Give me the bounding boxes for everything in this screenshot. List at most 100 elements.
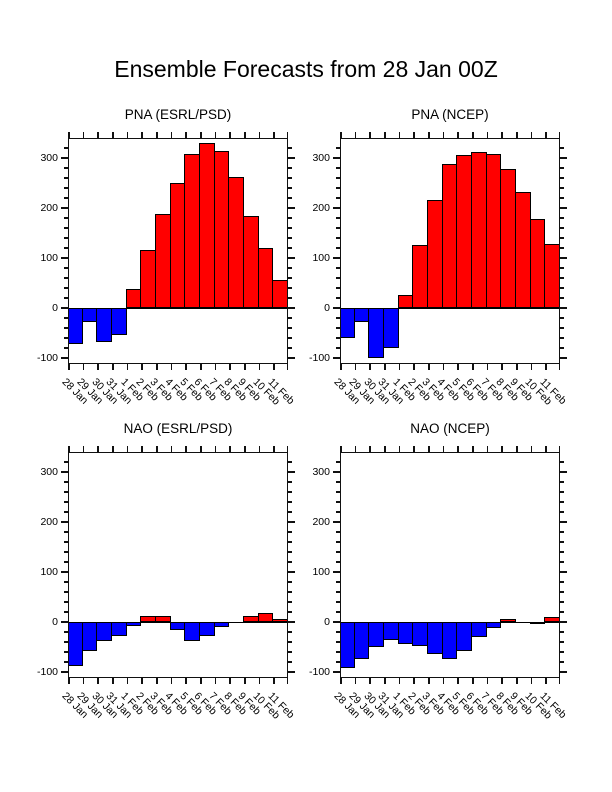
zero-line [68, 308, 288, 309]
x-tick [428, 132, 430, 138]
bar-positive [213, 151, 230, 308]
y-major-tick [288, 621, 295, 623]
x-tick [472, 678, 474, 684]
y-minor-tick [64, 277, 68, 279]
x-tick [244, 364, 246, 370]
y-major-tick [333, 571, 340, 573]
y-tick-label: 0 [52, 615, 58, 628]
x-tick [413, 364, 415, 370]
x-tick [457, 132, 459, 138]
x-tick [258, 364, 261, 370]
y-minor-tick [64, 661, 68, 663]
x-tick [413, 132, 415, 138]
x-tick [82, 678, 85, 684]
x-tick [170, 678, 173, 684]
x-tick [214, 446, 217, 452]
y-minor-tick [288, 601, 292, 603]
bar-positive [500, 168, 516, 308]
y-minor-tick [64, 461, 68, 463]
y-minor-tick [288, 611, 292, 613]
x-tick [200, 364, 202, 370]
y-minor-tick [64, 247, 68, 249]
x-tick [200, 446, 202, 452]
y-minor-tick [336, 177, 340, 179]
y-minor-tick [560, 177, 564, 179]
x-tick [486, 132, 489, 138]
x-tick [170, 132, 173, 138]
y-minor-tick [64, 147, 68, 149]
y-tick-label: 100 [312, 251, 330, 264]
x-tick [384, 678, 386, 684]
x-tick [340, 678, 342, 684]
x-tick [558, 132, 560, 138]
y-minor-tick [560, 561, 564, 563]
x-tick [156, 446, 158, 452]
x-tick [340, 132, 342, 138]
y-minor-tick [336, 167, 340, 169]
y-minor-tick [336, 511, 340, 513]
x-tick [558, 446, 560, 452]
y-minor-tick [64, 481, 68, 483]
y-minor-tick [288, 147, 292, 149]
x-tick [428, 364, 430, 370]
y-major-tick [560, 521, 567, 523]
y-major-tick [61, 257, 68, 259]
y-minor-tick [336, 581, 340, 583]
y-minor-tick [336, 591, 340, 593]
subplot-nao-esrl-psd: -100 0 100 200 300 28 Jan 29 Jan 30 Jan 31 Jan 1 … [37, 446, 296, 722]
y-minor-tick [336, 501, 340, 503]
y-major-tick [333, 357, 340, 359]
x-tick [126, 132, 129, 138]
x-tick [200, 678, 202, 684]
y-tick-label: 300 [40, 151, 58, 164]
subplot-pna-esrl-psd: -100 0 100 200 300 28 Jan 29 Jan 30 Jan 31 Jan 1 … [37, 132, 296, 408]
zero-line [340, 308, 560, 309]
y-major-tick [333, 157, 340, 159]
x-tick [244, 678, 246, 684]
x-tick [369, 678, 371, 684]
y-minor-tick [336, 197, 340, 199]
x-tick [516, 678, 518, 684]
x-tick [68, 446, 70, 452]
bar-positive [485, 154, 502, 308]
x-tick [486, 678, 489, 684]
y-minor-tick [560, 501, 564, 503]
subplot-title-pna-esrl-psd: PNA (ESRL/PSD) [124, 107, 232, 122]
x-tick [501, 364, 503, 370]
y-minor-tick [336, 317, 340, 319]
x-tick [258, 446, 261, 452]
y-tick-label: -100 [308, 351, 330, 364]
x-tick [398, 132, 401, 138]
y-minor-tick [64, 227, 68, 229]
x-tick [112, 446, 114, 452]
x-tick [141, 132, 143, 138]
y-minor-tick [336, 287, 340, 289]
y-minor-tick [288, 551, 292, 553]
x-tick [141, 678, 143, 684]
y-minor-tick [288, 327, 292, 329]
y-minor-tick [336, 541, 340, 543]
bar-negative [96, 308, 112, 342]
y-major-tick [333, 471, 340, 473]
bar-positive [125, 288, 142, 308]
y-minor-tick [288, 347, 292, 349]
y-major-tick [333, 671, 340, 673]
y-major-tick [61, 621, 68, 623]
y-minor-tick [288, 227, 292, 229]
y-minor-tick [336, 267, 340, 269]
bar-positive [257, 613, 274, 622]
y-minor-tick [288, 651, 292, 653]
y-major-tick [288, 521, 295, 523]
x-tick [472, 364, 474, 370]
y-minor-tick [560, 641, 564, 643]
bar-positive [427, 200, 443, 308]
x-tick [68, 364, 70, 370]
y-minor-tick [560, 227, 564, 229]
x-tick [545, 678, 547, 684]
y-major-tick [560, 471, 567, 473]
bar-negative [383, 622, 399, 640]
x-tick [545, 132, 547, 138]
x-tick [273, 364, 275, 370]
y-minor-tick [336, 237, 340, 239]
